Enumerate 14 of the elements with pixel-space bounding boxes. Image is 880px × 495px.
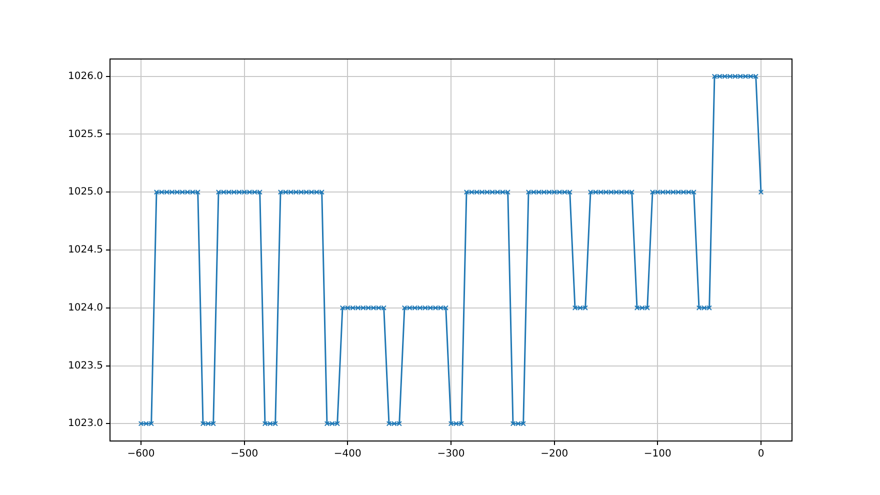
x-tick-label: −500	[230, 448, 258, 460]
x-tick-label: −300	[437, 448, 465, 460]
y-tick-label: 1026.0	[68, 70, 103, 82]
x-tick-label: −100	[644, 448, 672, 460]
x-tick-label: −200	[540, 448, 568, 460]
y-tick-label: 1024.5	[68, 244, 103, 256]
y-tick-label: 1025.0	[68, 186, 103, 198]
y-tick-label: 1025.5	[68, 128, 103, 140]
y-tick-label: 1024.0	[68, 302, 103, 314]
x-tick-label: 0	[758, 448, 764, 460]
x-tick-label: −600	[127, 448, 155, 460]
y-tick-label: 1023.0	[68, 418, 103, 430]
y-tick-label: 1023.5	[68, 360, 103, 372]
x-tick-label: −400	[334, 448, 362, 460]
